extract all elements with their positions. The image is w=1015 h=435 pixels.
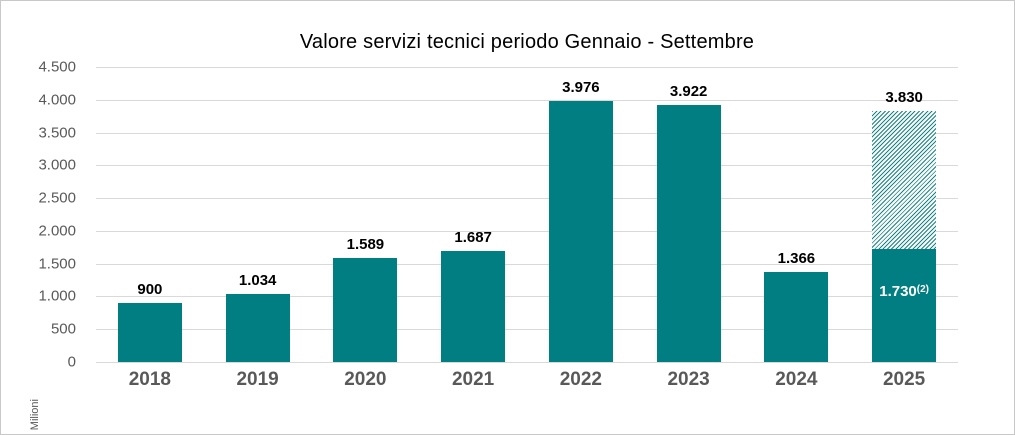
bar-2025-hatched-segment [872, 110, 937, 249]
gridline-500 [96, 329, 958, 331]
bar-2022 [548, 101, 613, 362]
x-tick-2019: 2019 [236, 369, 279, 390]
gridline-0 [96, 362, 958, 363]
y-tick-2.500: 2.500 [38, 189, 76, 207]
y-tick-2.000: 2.000 [38, 222, 76, 240]
gridline-1.000 [96, 296, 958, 298]
gridline-3.500 [96, 132, 958, 134]
x-tick-2025: 2025 [882, 369, 926, 390]
plot-area: 900 1.034 1.589 1.687 3.976 3.922 1.366 1.730(2… [96, 67, 958, 363]
bar-2020 [333, 257, 398, 362]
bar-2025-inner-label: 1.730(2) [879, 282, 930, 300]
bar-value-label-2020: 1.589 [346, 235, 385, 253]
bar-group-2022: 3.976 [548, 67, 613, 362]
gridline-2.500 [96, 198, 958, 200]
bar-group-2021: 1.687 [441, 67, 506, 362]
bar-2019 [225, 294, 290, 362]
bar-2025-solid-segment: 1.730(2) [872, 248, 937, 362]
x-tick-2018: 2018 [128, 369, 172, 390]
x-tick-2023: 2023 [667, 369, 710, 390]
bar-group-2025: 1.730(2) 3.830 [872, 67, 937, 362]
y-tick-4.500: 4.500 [38, 58, 76, 76]
x-tick-2022: 2022 [559, 369, 603, 390]
y-axis-unit-label: Milioni [29, 398, 41, 430]
gridline-2.000 [96, 230, 958, 232]
bar-value-label-2023: 3.922 [669, 82, 708, 100]
bar-group-2023: 3.922 [656, 67, 721, 362]
y-tick-0: 0 [67, 353, 76, 371]
chart-title: Valore servizi tecnici periodo Gennaio -… [299, 31, 755, 53]
bar-value-label-2022: 3.976 [562, 79, 600, 97]
y-tick-3.000: 3.000 [38, 156, 76, 174]
bar-value-label-2018: 900 [137, 281, 163, 298]
x-tick-2024: 2024 [775, 369, 818, 390]
bar-value-label-2021: 1.687 [454, 229, 492, 247]
bar-2024 [764, 272, 829, 362]
y-tick-4.000: 4.000 [38, 91, 76, 109]
bar-value-label-2019: 1.034 [238, 272, 277, 290]
x-tick-2021: 2021 [451, 369, 495, 390]
gridline-3.000 [96, 165, 958, 167]
bar-2023 [656, 104, 721, 362]
gridline-1.500 [96, 263, 958, 265]
x-tick-2020: 2020 [344, 369, 387, 390]
y-tick-1.000: 1.000 [38, 287, 76, 305]
bar-value-label-2024: 1.366 [777, 250, 816, 268]
x-axis-labels: 2018 2019 2020 2021 2022 2023 2024 2025 [96, 369, 958, 397]
bar-group-2019: 1.034 [225, 67, 290, 362]
bar-group-2024: 1.366 [764, 67, 829, 362]
gridline-4.500 [96, 67, 958, 68]
y-tick-1.500: 1.500 [38, 255, 76, 273]
y-tick-500: 500 [50, 320, 76, 338]
bar-group-2018: 900 [117, 67, 182, 362]
bar-2021 [441, 251, 506, 362]
bar-value-label-2025: 3.830 [885, 88, 923, 106]
y-axis-labels: 4.500 4.000 3.500 3.000 2.500 2.000 1.500 1.000… [1, 59, 86, 371]
y-tick-3.500: 3.500 [38, 124, 76, 142]
gridline-4.000 [96, 99, 958, 101]
bar-group-2020: 1.589 [333, 67, 398, 362]
bar-2018 [117, 303, 182, 362]
